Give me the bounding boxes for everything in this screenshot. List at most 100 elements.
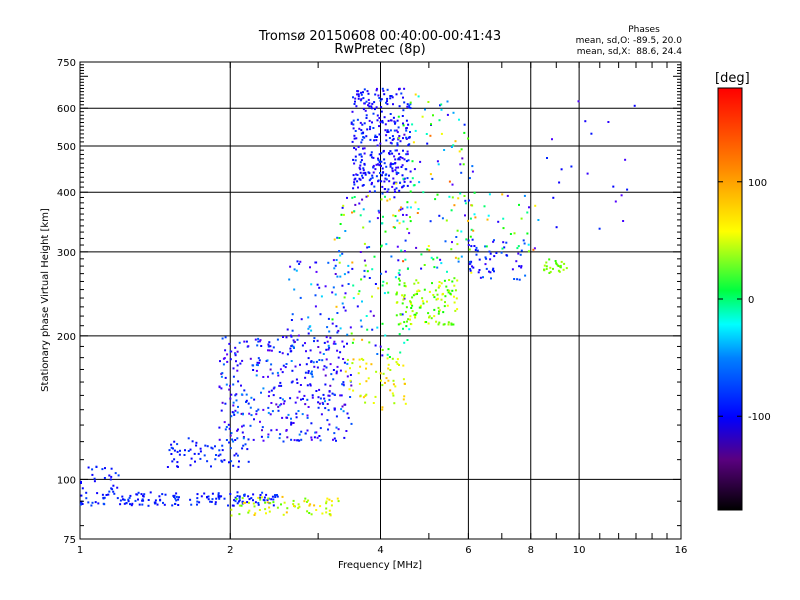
data-point <box>402 327 404 330</box>
data-point <box>335 439 337 442</box>
data-point <box>300 430 303 433</box>
data-point <box>335 259 338 261</box>
data-point <box>331 318 334 321</box>
data-point <box>258 340 261 343</box>
data-point <box>174 502 177 505</box>
data-point <box>224 428 227 431</box>
data-point <box>250 414 253 417</box>
data-point <box>333 407 336 410</box>
data-point <box>438 214 441 217</box>
data-point <box>450 209 453 212</box>
data-point <box>432 258 435 261</box>
data-point <box>93 477 96 480</box>
data-point <box>346 362 349 365</box>
data-point <box>110 487 113 490</box>
data-point <box>309 266 311 269</box>
data-point <box>444 301 446 304</box>
data-point <box>432 114 434 117</box>
data-point <box>407 318 410 321</box>
data-point <box>365 393 368 396</box>
data-point <box>443 279 446 282</box>
data-point <box>362 172 365 175</box>
data-point <box>389 150 392 153</box>
data-point <box>282 336 284 338</box>
data-point <box>272 346 275 349</box>
data-point <box>488 270 490 273</box>
data-point <box>280 503 282 506</box>
data-point <box>389 369 392 371</box>
data-point <box>385 377 388 380</box>
data-point <box>460 255 463 258</box>
x-tick-label: 4 <box>377 545 383 556</box>
data-point <box>313 436 316 439</box>
data-point <box>385 134 388 137</box>
data-point <box>436 293 439 296</box>
data-point <box>489 271 492 274</box>
data-point <box>335 370 338 373</box>
data-point <box>110 475 113 478</box>
data-point <box>195 444 198 447</box>
data-point <box>433 308 436 311</box>
data-point <box>387 188 390 191</box>
data-point <box>451 241 453 244</box>
data-point <box>177 504 180 506</box>
data-point <box>399 322 402 325</box>
data-point <box>396 219 399 222</box>
data-point <box>520 265 523 268</box>
data-point <box>523 194 526 197</box>
data-point <box>284 366 287 369</box>
data-point <box>471 265 473 268</box>
data-point <box>368 179 371 182</box>
data-point <box>389 113 392 115</box>
data-point <box>171 504 174 507</box>
data-point <box>91 468 94 471</box>
data-point <box>392 379 395 382</box>
data-point <box>350 121 353 124</box>
data-point <box>265 512 267 515</box>
data-point <box>357 186 359 189</box>
data-point <box>378 133 381 136</box>
data-point <box>332 259 335 262</box>
data-point <box>239 362 242 365</box>
data-point <box>252 438 255 441</box>
data-point <box>323 341 326 344</box>
data-point <box>394 122 396 125</box>
data-point <box>346 196 348 199</box>
data-point <box>190 503 193 506</box>
data-point <box>369 177 372 180</box>
data-point <box>360 357 363 360</box>
data-point <box>291 344 294 347</box>
data-point <box>371 176 374 179</box>
data-point <box>336 275 339 278</box>
data-point <box>234 500 237 503</box>
data-point <box>259 494 262 496</box>
data-point <box>411 177 414 180</box>
data-point <box>457 260 460 263</box>
data-point <box>418 181 421 184</box>
data-point <box>456 243 459 246</box>
data-point <box>294 365 297 368</box>
data-point <box>309 372 312 375</box>
data-point <box>381 120 384 122</box>
data-point <box>335 426 338 429</box>
data-point <box>309 325 312 328</box>
data-point <box>402 398 405 401</box>
data-point <box>249 406 252 409</box>
data-point <box>381 349 384 351</box>
data-point <box>243 389 246 392</box>
data-point <box>403 282 406 285</box>
data-point <box>457 257 460 260</box>
data-point <box>371 174 374 177</box>
data-point <box>247 438 250 441</box>
data-point <box>229 434 232 437</box>
data-point <box>371 328 374 331</box>
data-point <box>217 493 220 496</box>
data-point <box>485 267 488 270</box>
data-point <box>286 436 289 439</box>
data-point <box>352 284 355 287</box>
data-point <box>549 266 552 269</box>
data-point <box>351 362 354 365</box>
data-point <box>523 242 526 245</box>
data-point <box>214 458 217 461</box>
data-point <box>333 238 336 241</box>
